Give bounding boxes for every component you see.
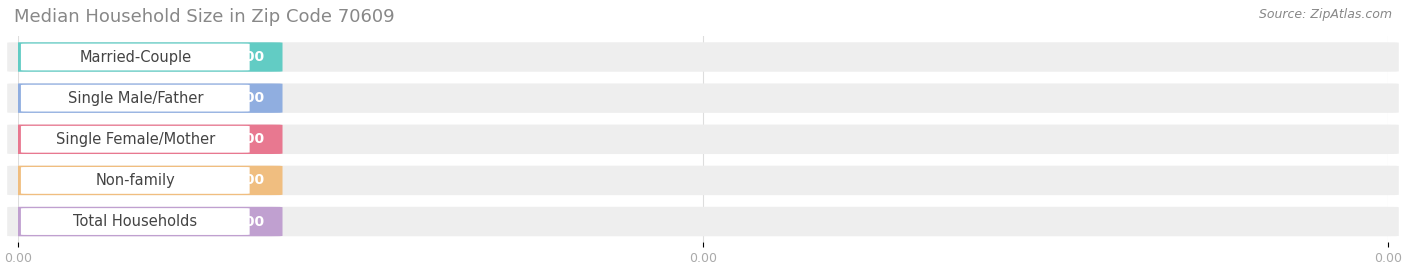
FancyBboxPatch shape [21,167,250,194]
Text: 0.00: 0.00 [231,50,264,64]
FancyBboxPatch shape [21,126,250,153]
Text: Married-Couple: Married-Couple [79,49,191,65]
FancyBboxPatch shape [7,83,1399,113]
FancyBboxPatch shape [7,166,1399,195]
Text: Median Household Size in Zip Code 70609: Median Household Size in Zip Code 70609 [14,8,395,26]
Text: Single Male/Father: Single Male/Father [67,91,202,106]
Text: Source: ZipAtlas.com: Source: ZipAtlas.com [1258,8,1392,21]
FancyBboxPatch shape [7,166,283,195]
FancyBboxPatch shape [7,207,1399,236]
Text: 0.00: 0.00 [231,215,264,229]
FancyBboxPatch shape [7,42,1399,72]
FancyBboxPatch shape [7,42,283,72]
Text: Total Households: Total Households [73,214,197,229]
FancyBboxPatch shape [21,85,250,112]
FancyBboxPatch shape [21,208,250,235]
Text: 0.00: 0.00 [231,91,264,105]
Text: 0.00: 0.00 [231,174,264,187]
FancyBboxPatch shape [7,83,283,113]
FancyBboxPatch shape [7,125,1399,154]
FancyBboxPatch shape [7,125,283,154]
FancyBboxPatch shape [21,44,250,70]
Text: Non-family: Non-family [96,173,176,188]
Text: 0.00: 0.00 [231,132,264,146]
Text: Single Female/Mother: Single Female/Mother [56,132,215,147]
FancyBboxPatch shape [7,207,283,236]
